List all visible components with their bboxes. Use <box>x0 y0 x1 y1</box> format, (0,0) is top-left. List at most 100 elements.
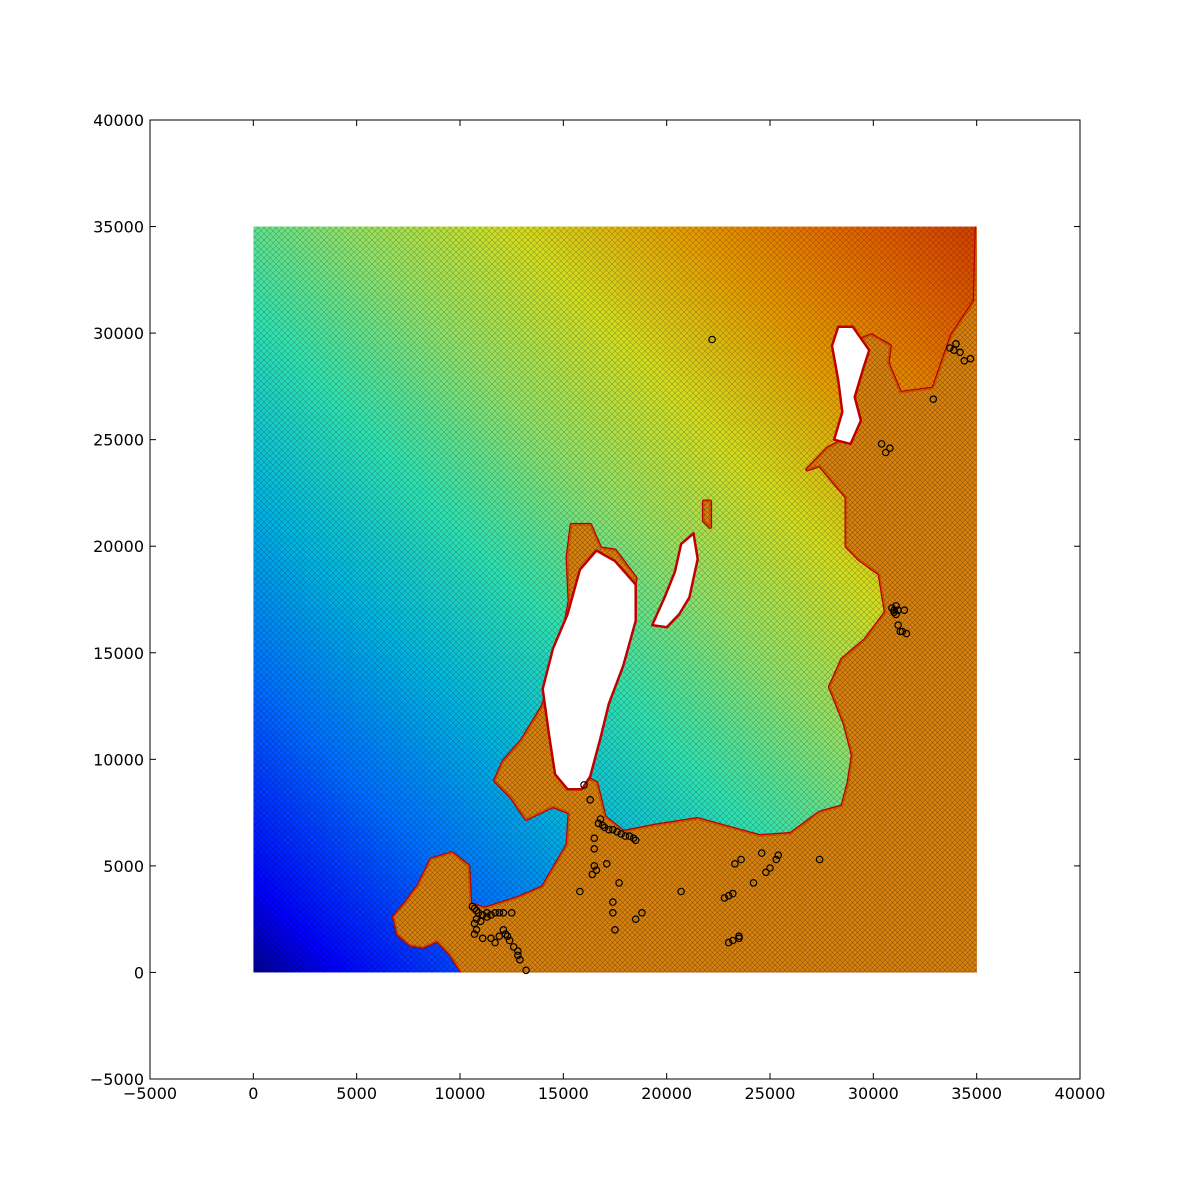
y-tick-label: 25000 <box>93 431 144 450</box>
data-point <box>609 825 617 834</box>
x-tick-label: 0 <box>248 1084 258 1103</box>
data-point <box>483 913 491 921</box>
data-point <box>611 925 619 934</box>
data-point <box>604 825 613 834</box>
data-point <box>514 947 522 955</box>
data-point <box>501 930 510 938</box>
x-tick-label: 35000 <box>951 1084 1002 1103</box>
data-point <box>774 851 783 860</box>
x-tick-label: 15000 <box>538 1084 589 1103</box>
x-tick-label: −5000 <box>123 1084 177 1103</box>
data-point <box>472 915 481 924</box>
data-point <box>487 911 495 919</box>
data-point <box>592 866 601 875</box>
data-point <box>491 938 499 947</box>
data-point <box>892 602 900 610</box>
land-mesh <box>393 227 977 973</box>
x-tick-label: 20000 <box>641 1084 692 1103</box>
empty-region <box>830 325 871 446</box>
data-point <box>499 908 508 917</box>
data-point <box>491 908 499 917</box>
data-point <box>894 621 902 629</box>
data-point <box>621 832 630 840</box>
data-point <box>472 925 481 934</box>
x-tick-label: 10000 <box>435 1084 486 1103</box>
data-point <box>487 934 495 943</box>
data-point <box>877 440 886 448</box>
data-point <box>470 930 479 938</box>
data-point <box>929 395 938 404</box>
y-tick-label: 0 <box>134 963 144 982</box>
data-point <box>586 795 595 804</box>
data-point <box>728 889 737 898</box>
y-tick-label: −5000 <box>90 1070 144 1089</box>
y-tick-label: 40000 <box>93 111 144 130</box>
data-point <box>708 335 716 344</box>
plot-area <box>253 226 977 973</box>
data-point <box>737 855 745 864</box>
data-point <box>470 904 479 913</box>
data-point <box>952 339 960 348</box>
data-point <box>625 832 634 840</box>
data-point <box>638 908 646 917</box>
x-tick-label: 40000 <box>1055 1084 1106 1103</box>
data-point <box>505 936 514 945</box>
data-point <box>762 868 770 877</box>
data-point <box>609 908 617 917</box>
data-point <box>499 925 508 934</box>
data-point <box>483 908 491 917</box>
data-point <box>476 917 485 926</box>
y-tick-label: 20000 <box>93 537 144 556</box>
data-point <box>474 908 483 917</box>
data-point <box>503 932 512 941</box>
y-tick-label: 35000 <box>93 218 144 237</box>
data-point <box>735 932 743 941</box>
data-point <box>749 879 758 887</box>
axis-ticks <box>149 119 1081 1080</box>
data-point <box>594 819 603 828</box>
data-point <box>735 934 743 943</box>
data-point <box>580 781 588 789</box>
y-tick-label: 10000 <box>93 750 144 769</box>
data-point <box>724 938 733 947</box>
data-point <box>724 891 733 900</box>
data-point <box>902 629 911 638</box>
data-point <box>588 870 597 879</box>
data-point <box>602 859 611 868</box>
data-point <box>731 859 739 868</box>
land-mesh <box>703 501 711 527</box>
data-point <box>509 943 518 951</box>
data-point <box>720 894 729 902</box>
data-point <box>631 836 640 845</box>
data-point <box>468 902 477 911</box>
data-point <box>600 823 609 832</box>
x-tick-label: 30000 <box>848 1084 899 1103</box>
data-point <box>956 348 964 357</box>
data-point <box>613 827 621 836</box>
data-point <box>590 844 599 853</box>
data-point <box>757 849 766 857</box>
data-point <box>960 356 969 365</box>
data-point <box>898 627 907 636</box>
data-point <box>598 821 607 830</box>
empty-region <box>541 549 637 791</box>
data-point <box>631 915 640 924</box>
data-point <box>576 887 584 896</box>
data-point <box>516 955 524 964</box>
gauge-points <box>468 335 975 975</box>
y-tick-label: 5000 <box>103 857 144 876</box>
data-point <box>590 862 599 870</box>
data-point <box>514 951 522 960</box>
data-point <box>495 908 504 917</box>
data-point <box>945 344 954 352</box>
data-point <box>617 830 626 838</box>
data-point <box>522 966 530 975</box>
data-point <box>609 898 617 906</box>
x-tick-label: 5000 <box>336 1084 377 1103</box>
data-point <box>892 610 900 619</box>
data-point <box>881 448 890 457</box>
axes-frame <box>149 119 1081 1080</box>
data-point <box>615 879 623 887</box>
data-point <box>507 908 516 917</box>
